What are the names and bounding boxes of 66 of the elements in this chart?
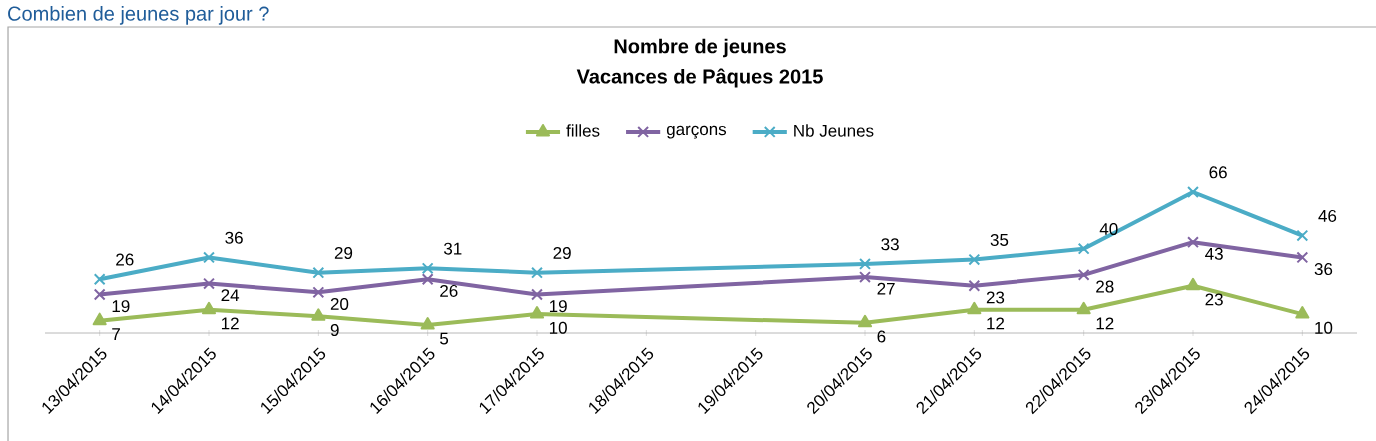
point bbox=[312, 266, 325, 279]
data-label: 10 bbox=[1315, 321, 1333, 334]
point bbox=[968, 279, 981, 292]
data-label: 46 bbox=[1318, 209, 1337, 222]
point bbox=[312, 286, 325, 299]
data-label: 12 bbox=[1096, 317, 1114, 330]
data-label: 43 bbox=[1205, 247, 1223, 260]
point bbox=[203, 277, 215, 290]
data-label: 33 bbox=[881, 238, 899, 251]
point bbox=[203, 251, 215, 264]
point bbox=[529, 306, 545, 319]
data-label: 10 bbox=[549, 321, 567, 334]
point bbox=[859, 258, 871, 270]
point bbox=[92, 312, 107, 326]
data-label: 5 bbox=[440, 332, 449, 345]
data-label: 29 bbox=[553, 246, 571, 260]
point bbox=[1076, 301, 1091, 315]
legend-label: Nb Jeunes bbox=[794, 124, 874, 137]
data-label: 26 bbox=[440, 284, 458, 297]
data-label: 36 bbox=[225, 231, 243, 244]
data-label: 9 bbox=[330, 323, 339, 336]
point bbox=[1296, 251, 1309, 264]
point bbox=[420, 317, 435, 330]
data-label: 24 bbox=[221, 289, 240, 302]
point bbox=[1187, 236, 1199, 249]
data-label: 20 bbox=[330, 297, 349, 310]
chart-subtitle: Vacances de Pâques 2015 bbox=[576, 68, 823, 88]
data-label: 6 bbox=[877, 330, 886, 343]
point bbox=[531, 266, 543, 279]
point bbox=[421, 273, 434, 286]
data-label: 36 bbox=[1314, 263, 1333, 276]
data-label: 19 bbox=[112, 300, 130, 313]
point bbox=[1077, 268, 1090, 281]
data-label: 31 bbox=[444, 242, 462, 255]
data-label: 28 bbox=[1096, 280, 1114, 293]
text: Combien de jeunes par jour ? bbox=[8, 6, 269, 25]
data-label: 29 bbox=[334, 246, 353, 260]
data-label: 12 bbox=[987, 317, 1005, 330]
data-label: 26 bbox=[116, 253, 134, 266]
data-label: 23 bbox=[1205, 293, 1223, 306]
point bbox=[1295, 306, 1310, 319]
legend-label: filles bbox=[566, 124, 600, 137]
chart-title: Nombre de jeunes bbox=[614, 38, 786, 58]
data-label: 19 bbox=[549, 300, 567, 313]
point bbox=[93, 288, 106, 301]
data-label: 40 bbox=[1099, 223, 1118, 236]
point bbox=[93, 273, 106, 286]
point bbox=[968, 253, 981, 266]
point bbox=[967, 301, 982, 315]
data-label: 7 bbox=[112, 328, 120, 341]
point bbox=[421, 262, 434, 275]
data-label: 12 bbox=[221, 317, 239, 330]
point bbox=[1187, 186, 1199, 198]
data-label: 23 bbox=[986, 291, 1005, 304]
point bbox=[1296, 229, 1309, 242]
data-label: 27 bbox=[877, 282, 895, 295]
point bbox=[857, 314, 873, 328]
point bbox=[1185, 277, 1201, 291]
point bbox=[311, 308, 326, 321]
point bbox=[859, 271, 871, 283]
point bbox=[1077, 242, 1090, 255]
data-label: 35 bbox=[990, 233, 1009, 246]
data-label: 66 bbox=[1209, 166, 1227, 179]
point bbox=[201, 301, 217, 315]
point bbox=[531, 288, 543, 301]
legend-label: garçons bbox=[666, 125, 727, 139]
